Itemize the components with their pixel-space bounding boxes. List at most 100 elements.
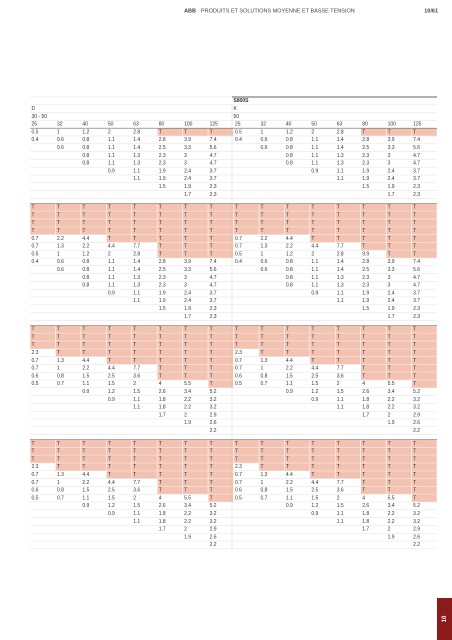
cell: T xyxy=(413,472,416,478)
cell: 0.7 xyxy=(235,244,242,250)
cell: 0.5 xyxy=(32,495,39,501)
cell: 1.1 xyxy=(337,405,344,411)
cell: 0.9 xyxy=(286,389,293,395)
cell: T xyxy=(362,212,365,218)
cell: 5.2 xyxy=(210,389,217,395)
cell: 5.6 xyxy=(210,145,217,151)
cell: T xyxy=(388,129,391,135)
cell: 0.4 xyxy=(32,137,39,143)
cell: T xyxy=(286,350,289,356)
cell: T xyxy=(82,449,85,455)
shaded-cell xyxy=(182,439,208,448)
cell: 2 xyxy=(184,412,187,418)
cell: 1.5 xyxy=(159,306,166,312)
shaded-cell xyxy=(30,333,56,341)
cell: 1.1 xyxy=(82,381,89,387)
shaded-cell xyxy=(182,211,208,219)
cell: T xyxy=(388,327,391,333)
cell: T xyxy=(388,456,391,462)
cell: 1.1 xyxy=(108,275,115,281)
cell: 2.3 xyxy=(210,184,217,190)
shaded-cell xyxy=(182,203,208,211)
cell: 1.1 xyxy=(311,153,318,159)
cell: 4.4 xyxy=(311,244,318,250)
shaded-cell xyxy=(386,463,412,471)
cell: 1 xyxy=(260,480,263,486)
shaded-cell xyxy=(335,447,361,455)
cell: 1.9 xyxy=(362,298,369,304)
cell: 3.7 xyxy=(210,290,217,296)
shaded-cell xyxy=(106,463,132,471)
shaded-cell xyxy=(259,227,285,235)
cell: 1.1 xyxy=(108,267,115,273)
cell: 4.4 xyxy=(82,358,89,364)
cell: 2.3 xyxy=(32,350,39,356)
cell: T xyxy=(388,488,391,494)
cell: T xyxy=(159,342,162,348)
shaded-cell xyxy=(386,250,412,258)
column-header: 80 xyxy=(159,122,165,128)
cell: T xyxy=(82,334,85,340)
cell: T xyxy=(82,350,85,356)
cell: 2.8 xyxy=(133,251,140,257)
shaded-cell xyxy=(310,439,335,448)
cell: 1.8 xyxy=(362,511,369,517)
cell: 2 xyxy=(388,412,391,418)
column-header: 50 xyxy=(108,122,114,128)
cell: 2.3 xyxy=(362,283,369,289)
cell: 7.4 xyxy=(210,137,217,143)
shaded-cell xyxy=(81,219,107,227)
cell: T xyxy=(133,228,136,234)
cell: T xyxy=(362,350,365,356)
cell: 2 xyxy=(337,381,340,387)
cell: 0.8 xyxy=(286,145,293,151)
shaded-cell xyxy=(310,471,335,479)
shaded-cell xyxy=(259,219,285,227)
cell: T xyxy=(260,220,263,226)
cell: 1.9 xyxy=(184,306,191,312)
cell: 2.2 xyxy=(184,519,191,525)
cell: T xyxy=(337,472,340,478)
cell: 1.8 xyxy=(362,405,369,411)
cell: T xyxy=(133,449,136,455)
cell: T xyxy=(311,441,314,447)
cell: 1.5 xyxy=(108,495,115,501)
shaded-cell xyxy=(259,211,285,219)
cell: T xyxy=(57,464,60,470)
cell: T xyxy=(159,366,162,372)
shaded-cell xyxy=(360,471,386,479)
shaded-cell xyxy=(411,439,437,448)
shaded-cell xyxy=(157,227,183,235)
cell: T xyxy=(388,251,391,257)
shaded-cell xyxy=(55,333,81,341)
cell: T xyxy=(311,342,314,348)
cell: 1.5 xyxy=(337,389,344,395)
cell: 1.9 xyxy=(388,420,395,426)
cell: T xyxy=(159,334,162,340)
shaded-cell xyxy=(132,203,157,211)
cell: 0.6 xyxy=(260,145,267,151)
shaded-cell xyxy=(157,219,183,227)
cell: T xyxy=(235,228,238,234)
cell: 1.3 xyxy=(57,472,64,478)
shaded-cell xyxy=(208,380,234,388)
cell: T xyxy=(57,449,60,455)
cell: 1.1 xyxy=(133,397,140,403)
cell: T xyxy=(57,327,60,333)
shaded-cell xyxy=(182,325,208,333)
shaded-cell xyxy=(81,463,107,471)
cell: 2.2 xyxy=(388,519,395,525)
shaded-cell xyxy=(335,455,361,463)
cell: 1.2 xyxy=(286,129,293,135)
cell: T xyxy=(337,342,340,348)
cell: 3 xyxy=(184,283,187,289)
cell: T xyxy=(235,456,238,462)
shaded-cell xyxy=(386,447,412,455)
shaded-cell xyxy=(411,341,437,349)
cell: 0.8 xyxy=(57,373,64,379)
cell: 1.9 xyxy=(159,168,166,174)
cell: T xyxy=(133,205,136,211)
cell: 1.8 xyxy=(159,405,166,411)
cell: 1.7 xyxy=(362,412,369,418)
